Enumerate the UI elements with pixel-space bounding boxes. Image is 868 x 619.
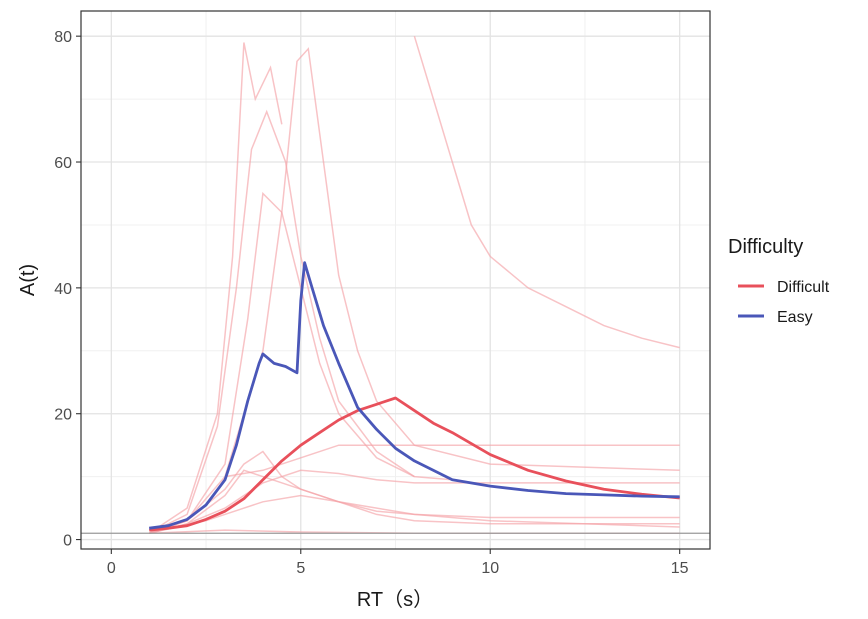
y-axis-title: A(t) — [17, 264, 39, 296]
x-tick-label: 5 — [296, 560, 305, 577]
y-tick-label: 60 — [54, 155, 72, 172]
background-trace-10 — [224, 444, 680, 478]
background-trace-8 — [149, 494, 680, 535]
y-tick-label: 40 — [54, 281, 72, 298]
legend: Difficulty Difficult Easy — [728, 236, 830, 326]
x-tick-label: 10 — [481, 560, 499, 577]
legend-title: Difficulty — [728, 236, 803, 258]
legend-label-difficult: Difficult — [777, 279, 830, 296]
background-trace-7 — [149, 469, 680, 535]
background-trace-9 — [149, 469, 680, 535]
y-tick-label: 80 — [54, 29, 72, 46]
series-line-easy — [149, 261, 680, 530]
background-trace-2 — [148, 109, 415, 534]
background-trace-4 — [148, 47, 680, 535]
background-trace-5 — [413, 35, 680, 349]
x-axis: 0 5 10 15 — [107, 549, 689, 577]
background-trace-3 — [148, 191, 453, 535]
x-tick-label: 0 — [107, 560, 116, 577]
x-axis-title: RT（s） — [357, 588, 433, 611]
y-axis: 0 20 40 60 80 — [54, 29, 81, 550]
y-tick-label: 20 — [54, 407, 72, 424]
x-tick-label: 15 — [671, 560, 689, 577]
y-tick-label: 0 — [63, 533, 72, 550]
plot-border — [80, 10, 711, 550]
grid — [81, 11, 710, 549]
main-series — [149, 261, 680, 532]
background-trace-1 — [148, 42, 283, 534]
legend-label-easy: Easy — [777, 309, 813, 326]
series-line-difficult — [149, 396, 680, 532]
